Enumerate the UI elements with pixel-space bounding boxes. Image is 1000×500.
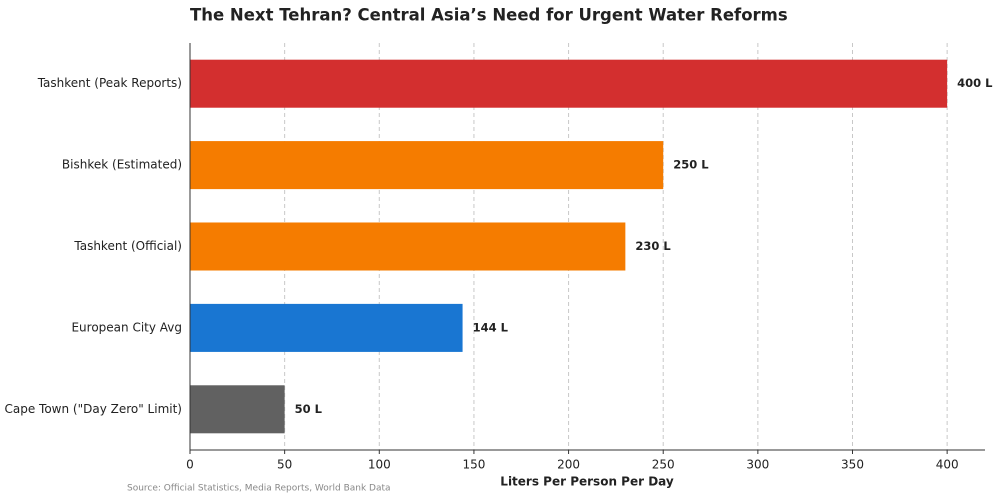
value-label: 400 L: [957, 76, 993, 90]
x-tick-label: 150: [462, 458, 485, 472]
x-tick-label: 300: [746, 458, 769, 472]
source-note: Source: Official Statistics, Media Repor…: [127, 484, 391, 494]
x-tick-label: 350: [841, 458, 864, 472]
chart-title: The Next Tehran? Central Asia’s Need for…: [190, 6, 788, 25]
y-tick-label: Tashkent (Official): [73, 239, 182, 253]
value-label: 50 L: [295, 402, 323, 416]
x-tick-label: 400: [936, 458, 959, 472]
bar: [190, 141, 664, 190]
y-tick-label: Tashkent (Peak Reports): [37, 76, 182, 90]
x-tick-label: 0: [186, 458, 194, 472]
x-tick-label: 50: [277, 458, 292, 472]
x-tick-label: 250: [652, 458, 675, 472]
bar: [190, 303, 463, 352]
y-tick-label: European City Avg: [71, 320, 182, 334]
y-tick-label: Cape Town ("Day Zero" Limit): [4, 402, 182, 416]
bar: [190, 222, 626, 271]
x-tick-label: 200: [557, 458, 580, 472]
bar: [190, 385, 285, 434]
x-axis-label: Liters Per Person Per Day: [500, 475, 674, 489]
y-tick-label: Bishkek (Estimated): [62, 158, 182, 172]
value-label: 230 L: [635, 239, 671, 253]
value-label: 250 L: [673, 158, 709, 172]
bar: [190, 59, 948, 108]
x-tick-label: 100: [368, 458, 391, 472]
value-label: 144 L: [473, 320, 509, 334]
